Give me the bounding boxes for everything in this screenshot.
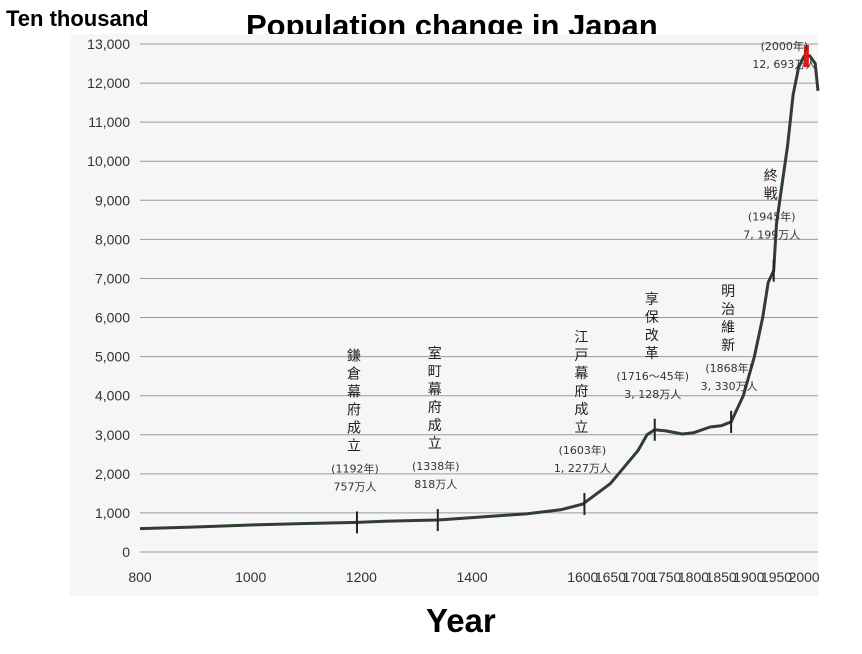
plot-background [70,34,818,596]
event-note: 3, 330万人 [701,380,758,393]
x-tick-label: 1800 [678,569,709,585]
event-label-char: 立 [574,420,588,436]
event-note: (1716～45年) [616,369,689,383]
event-label-char: 江 [574,330,588,346]
event-note: (1868年) [705,361,753,375]
y-tick-label: 2,000 [95,466,130,482]
y-tick-label: 0 [122,544,130,560]
y-tick-label: 8,000 [95,231,130,247]
event-label-char: 戦 [764,187,778,203]
x-tick-label: 1750 [650,569,681,585]
event-label-char: 倉 [347,366,361,382]
event-label-char: 幕 [428,382,442,398]
x-tick-label: 2000 [789,569,820,585]
x-tick-label: 1400 [457,569,488,585]
event-label-char: 町 [428,364,442,380]
event-label-char: 新 [721,338,735,354]
event-label-char: 成 [347,420,361,436]
event-label-char: 治 [721,302,735,318]
event-label-char: 改 [645,328,659,344]
y-tick-label: 11,000 [88,114,130,130]
y-tick-label: 10,000 [87,153,130,169]
axis-ticks: 0 1,000 2,000 3,000 4,000 5,000 6,000 7,000 8,00… [87,36,820,585]
event-note: 3, 128万人 [624,388,681,401]
event-label-char: 府 [574,384,588,400]
x-tick-label: 1650 [595,569,626,585]
event-label-char: 鎌 [347,348,361,364]
y-tick-label: 12,000 [87,75,130,91]
event-note: (1603年) [559,443,607,457]
grid [140,43,818,553]
event-label-char: 革 [645,346,659,362]
x-tick-label: 1950 [761,569,792,585]
x-tick-label: 1600 [567,569,598,585]
event-label-char: 府 [347,402,361,418]
population-line [139,54,820,531]
event-label-char: 明 [721,284,735,300]
y-tick-label: 13,000 [87,36,130,52]
event-note: 7, 199万人 [743,229,800,242]
event-label-char: 室 [428,345,442,362]
y-axis-unit-label: Ten thousand [6,6,149,31]
event-label-char: 府 [428,400,442,416]
y-tick-label: 5,000 [95,349,130,365]
event-label-char: 維 [721,320,735,336]
event-note: 1, 227万人 [554,462,611,475]
y-tick-label: 4,000 [95,388,130,404]
series-layer [139,54,820,531]
event-label-char: 立 [428,436,442,452]
event-label-char: 立 [347,438,361,454]
x-tick-label: 1850 [706,569,737,585]
event-note: 12, 693万人 [752,58,816,71]
x-tick-label: 800 [128,569,152,585]
x-tick-label: 1000 [235,569,266,585]
event-note: (1338年) [412,459,460,473]
y-tick-label: 6,000 [95,310,130,326]
x-tick-label: 1700 [623,569,654,585]
y-tick-label: 1,000 [95,505,130,521]
y-tick-label: 7,000 [95,270,130,286]
event-label-char: 終 [764,169,778,185]
x-axis-title: Year [426,602,496,639]
event-label-char: 享 [645,291,659,308]
event-label-char: 成 [428,418,442,434]
y-tick-label: 3,000 [95,427,130,443]
event-label-char: 幕 [574,366,588,382]
event-note: (1192年) [331,461,379,475]
y-tick-label: 9,000 [95,192,130,208]
event-label-char: 保 [645,310,659,326]
x-tick-label: 1900 [733,569,764,585]
event-note: (2000年) [761,39,809,53]
event-note: (1945年) [748,210,796,224]
event-label-char: 戸 [574,348,588,364]
x-tick-label: 1200 [346,569,377,585]
event-note: 818万人 [414,478,457,491]
event-label-char: 幕 [347,384,361,400]
event-note: 757万人 [333,480,376,493]
event-label-char: 成 [574,402,588,418]
